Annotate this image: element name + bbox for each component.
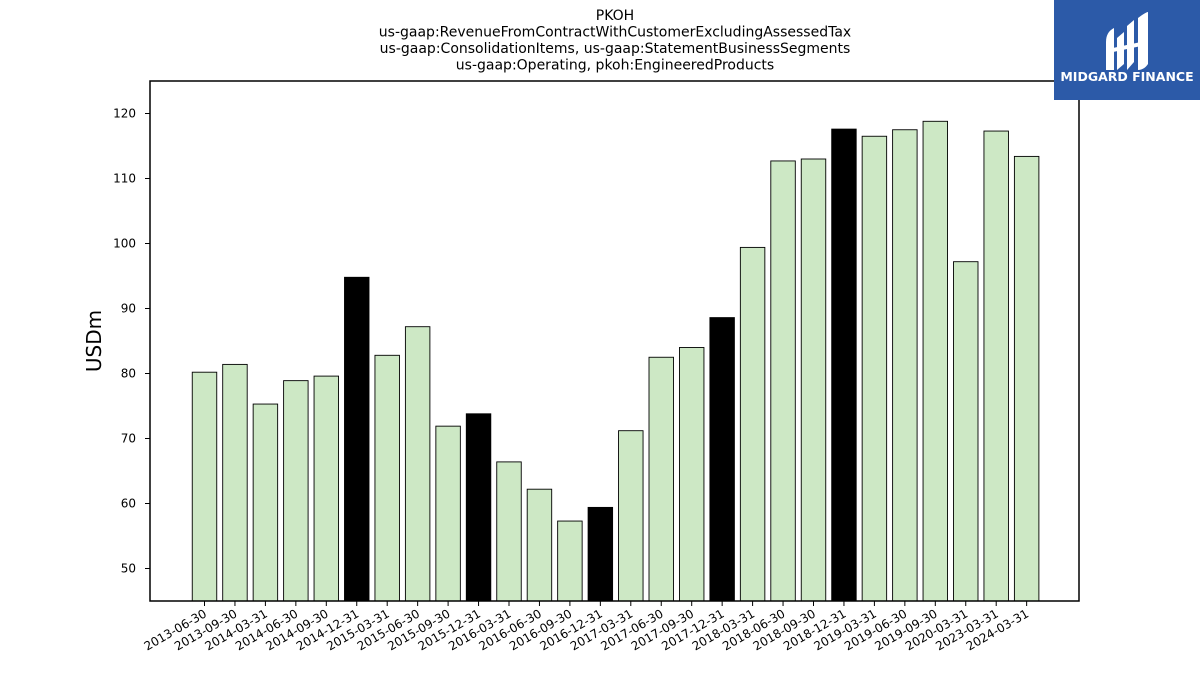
bars [191,120,1040,602]
bar-2018-06-30 [770,160,796,602]
midgard-finance-logo: MIDGARD FINANCE [1054,0,1200,100]
bar-2017-06-30 [648,356,674,602]
bar-2019-03-31 [861,135,888,602]
bar-2016-12-31 [587,506,614,602]
bar-2019-09-30 [922,120,948,602]
y-tick-label: 90 [121,302,136,316]
bar-2017-09-30 [679,347,705,602]
bar-2017-03-31 [618,430,644,602]
bar-2023-03-31 [983,130,1009,602]
x-axis-ticks: 2013-06-302013-09-302014-03-312014-06-30… [142,601,1031,653]
y-tick-label: 100 [113,237,136,251]
bar-2015-12-31 [465,413,492,602]
bar-2014-09-30 [313,375,339,602]
bar-2018-03-31 [739,246,766,602]
bar-2015-09-30 [435,425,461,602]
chart-title-line-2: us-gaap:RevenueFromContractWithCustomerE… [379,25,851,41]
y-tick-label: 70 [121,432,136,446]
bar-2017-12-31 [709,317,735,602]
bar-2013-06-30 [191,371,218,602]
y-tick-label: 50 [121,562,136,576]
bar-2015-03-31 [374,354,400,602]
midgard-logo-icon [1106,12,1148,70]
bar-2019-06-30 [892,129,918,602]
plot-frame [149,80,1080,602]
y-axis-ticks: 50 60 70 80 90 100 110 120 [113,107,150,576]
y-tick-label: 60 [121,497,136,511]
bar-2014-03-31 [252,403,279,602]
bar-2018-12-31 [831,128,857,602]
chart-title-line-4: us-gaap:Operating, pkoh:EngineeredProduc… [456,58,774,74]
bar-2015-06-30 [404,326,431,602]
y-tick-label: 80 [121,367,136,381]
bar-2014-12-31 [344,276,370,602]
bar-2016-06-30 [526,488,553,602]
chart-title-line-1: PKOH [596,8,634,24]
bar-2024-03-31 [1013,155,1040,602]
y-tick-label: 120 [113,107,136,121]
bar-2016-03-31 [496,461,522,602]
logo-text: MIDGARD FINANCE [1060,69,1193,84]
bar-2013-09-30 [222,363,248,602]
bar-2020-03-31 [953,261,979,602]
bar-2016-09-30 [557,520,583,602]
bar-2018-09-30 [800,158,827,602]
chart-title-line-3: us-gaap:ConsolidationItems, us-gaap:Stat… [380,41,851,57]
y-axis-label: USDm [82,310,106,372]
y-tick-label: 110 [113,172,136,186]
chart-title: PKOH us-gaap:RevenueFromContractWithCust… [379,8,851,74]
bar-2014-06-30 [283,380,309,602]
